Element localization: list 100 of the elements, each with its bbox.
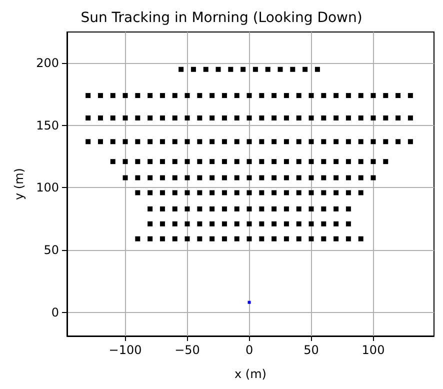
point	[272, 206, 277, 212]
point	[408, 115, 413, 120]
point	[308, 159, 314, 164]
point	[259, 175, 264, 180]
point	[98, 93, 103, 98]
point	[246, 206, 252, 212]
point	[358, 139, 364, 144]
point	[234, 206, 240, 212]
point	[296, 139, 302, 144]
point	[216, 66, 221, 72]
point	[122, 93, 128, 98]
point	[135, 139, 140, 144]
point	[259, 139, 264, 144]
point	[346, 190, 351, 196]
point	[148, 115, 153, 120]
point	[296, 93, 302, 98]
point	[234, 175, 240, 180]
point	[284, 190, 289, 196]
point	[346, 221, 351, 226]
point	[184, 175, 190, 180]
point	[210, 175, 215, 180]
point	[370, 139, 376, 144]
point	[272, 221, 277, 226]
point	[346, 115, 351, 120]
point	[284, 115, 289, 120]
point	[172, 139, 178, 144]
point	[122, 139, 128, 144]
point	[160, 159, 165, 164]
point	[302, 66, 308, 72]
point	[308, 190, 314, 196]
point	[172, 206, 178, 212]
point	[110, 115, 116, 120]
point	[148, 93, 153, 98]
point	[259, 221, 264, 226]
point	[358, 115, 364, 120]
point	[222, 236, 227, 242]
point	[160, 115, 165, 120]
point	[408, 139, 413, 144]
chart-title: Sun Tracking in Morning (Looking Down)	[80, 10, 362, 26]
point	[346, 175, 351, 180]
point	[148, 159, 153, 164]
point	[86, 93, 91, 98]
point	[210, 93, 215, 98]
point	[408, 93, 413, 98]
point	[259, 236, 264, 242]
point	[197, 206, 202, 212]
point	[172, 236, 178, 242]
point	[160, 190, 165, 196]
point	[272, 190, 277, 196]
point	[346, 236, 351, 242]
point	[296, 159, 302, 164]
point	[222, 206, 227, 212]
point	[203, 66, 208, 72]
point	[197, 190, 202, 196]
point	[358, 190, 364, 196]
point	[234, 115, 240, 120]
point	[210, 190, 215, 196]
point	[197, 175, 202, 180]
point	[184, 221, 190, 226]
point	[308, 139, 314, 144]
point	[246, 139, 252, 144]
point	[246, 175, 252, 180]
point	[321, 206, 326, 212]
point	[110, 159, 116, 164]
point	[148, 236, 153, 242]
point	[308, 115, 314, 120]
point	[197, 93, 202, 98]
point	[184, 236, 190, 242]
point	[252, 66, 258, 72]
point	[334, 206, 339, 212]
point	[334, 139, 339, 144]
point	[228, 66, 234, 72]
point	[178, 66, 184, 72]
point	[370, 175, 376, 180]
point	[259, 115, 264, 120]
point	[321, 93, 326, 98]
point	[358, 93, 364, 98]
point	[246, 190, 252, 196]
point	[197, 159, 202, 164]
point	[86, 115, 91, 120]
point	[284, 175, 289, 180]
point	[308, 221, 314, 226]
y-tick-label: 50	[44, 243, 59, 258]
point	[272, 139, 277, 144]
point	[321, 190, 326, 196]
x-tick-label: −100	[108, 343, 142, 357]
point	[383, 159, 388, 164]
point	[184, 93, 190, 98]
point	[110, 139, 116, 144]
point	[321, 221, 326, 226]
point	[197, 115, 202, 120]
point	[284, 236, 289, 242]
point	[222, 175, 227, 180]
x-tick-label: −50	[174, 343, 200, 357]
point	[160, 221, 165, 226]
point	[296, 206, 302, 212]
point	[110, 93, 116, 98]
point	[308, 175, 314, 180]
point	[160, 175, 165, 180]
point	[346, 206, 351, 212]
